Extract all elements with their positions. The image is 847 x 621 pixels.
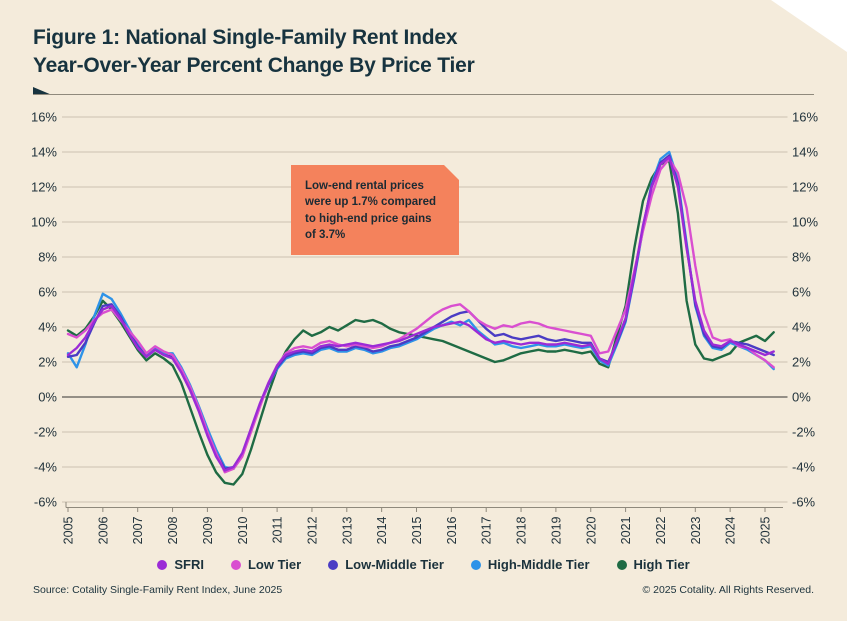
- legend-dot-icon: [328, 559, 339, 570]
- y-tick-label-left: 12%: [31, 180, 57, 195]
- y-tick-label-right: -2%: [792, 425, 816, 440]
- x-tick-label: 2012: [305, 516, 319, 544]
- annotation-callout: Low-end rental prices were up 1.7% compa…: [291, 165, 459, 255]
- x-tick-label: 2014: [375, 516, 389, 544]
- legend-label: High Tier: [633, 557, 690, 572]
- y-tick-label-right: 10%: [792, 215, 818, 230]
- legend-label: Low-Middle Tier: [345, 557, 444, 572]
- y-tick-label-right: -4%: [792, 460, 816, 475]
- x-tick-label: 2013: [340, 516, 354, 544]
- legend-dot-icon: [470, 559, 481, 570]
- x-tick-label: 2006: [96, 516, 110, 544]
- x-tick-label: 2011: [271, 516, 285, 543]
- x-tick-label: 2022: [654, 516, 668, 544]
- y-tick-label-right: 0%: [792, 390, 811, 405]
- legend-label: SFRI: [174, 557, 204, 572]
- annotation-callout-text: Low-end rental prices were up 1.7% compa…: [305, 180, 437, 241]
- legend-item-low-tier: Low Tier: [230, 557, 302, 572]
- x-tick-label: 2024: [724, 516, 738, 544]
- y-tick-label-right: 6%: [792, 285, 811, 300]
- figure-title: Figure 1: National Single-Family Rent In…: [33, 24, 475, 80]
- y-tick-label-left: 0%: [38, 390, 57, 405]
- x-tick-label: 2018: [515, 516, 529, 544]
- y-tick-label-right: -6%: [792, 495, 816, 510]
- series-line-low-tier: [66, 157, 775, 474]
- y-tick-label-left: -2%: [34, 425, 58, 440]
- y-tick-label-right: 2%: [792, 355, 811, 370]
- y-tick-label-right: 16%: [792, 110, 818, 125]
- title-divider: [33, 94, 814, 95]
- source-note: Source: Cotality Single-Family Rent Inde…: [33, 584, 283, 596]
- y-tick-label-left: 4%: [38, 320, 57, 335]
- x-tick-label: 2020: [584, 516, 598, 544]
- legend-item-high-tier: High Tier: [616, 557, 690, 572]
- y-tick-label-left: 8%: [38, 250, 57, 265]
- divider-flag-icon: [33, 87, 52, 95]
- y-tick-label-left: 6%: [38, 285, 57, 300]
- legend-dot-icon: [616, 559, 627, 570]
- y-tick-label-right: 4%: [792, 320, 811, 335]
- y-tick-label-left: 14%: [31, 145, 57, 160]
- y-tick-label-right: 8%: [792, 250, 811, 265]
- x-tick-label: 2019: [549, 516, 563, 544]
- y-tick-label-right: 14%: [792, 145, 818, 160]
- chart-legend: SFRI Low Tier Low-Middle Tier High-Middle T…: [0, 557, 847, 572]
- figure-title-line2: Year-Over-Year Percent Change By Price T…: [33, 54, 475, 77]
- y-tick-label-right: 12%: [792, 180, 818, 195]
- x-tick-label: 2009: [201, 516, 215, 544]
- corner-cut-decoration: [771, 0, 847, 52]
- legend-item-sfri: SFRI: [157, 557, 204, 572]
- y-tick-label-left: 16%: [31, 110, 57, 125]
- copyright-note: © 2025 Cotality. All Rights Reserved.: [642, 584, 814, 596]
- legend-dot-icon: [230, 559, 241, 570]
- x-tick-label: 2017: [480, 516, 494, 544]
- x-tick-label: 2016: [445, 516, 459, 544]
- x-tick-label: 2005: [62, 516, 76, 544]
- legend-item-low-middle-tier: Low-Middle Tier: [328, 557, 444, 572]
- y-tick-label-left: -4%: [34, 460, 58, 475]
- x-tick-label: 2025: [759, 516, 773, 544]
- x-tick-label: 2007: [131, 516, 145, 544]
- y-tick-label-left: 10%: [31, 215, 57, 230]
- legend-item-high-middle-tier: High-Middle Tier: [470, 557, 590, 572]
- x-tick-label: 2008: [166, 516, 180, 544]
- y-tick-label-left: -6%: [34, 495, 58, 510]
- legend-label: Low Tier: [247, 557, 302, 572]
- y-tick-label-left: 2%: [38, 355, 57, 370]
- legend-label: High-Middle Tier: [487, 557, 590, 572]
- figure-title-line1: Figure 1: National Single-Family Rent In…: [33, 26, 458, 49]
- x-tick-label: 2021: [619, 516, 633, 544]
- x-tick-label: 2010: [236, 516, 250, 544]
- x-tick-label: 2023: [689, 516, 703, 544]
- legend-dot-icon: [157, 559, 168, 570]
- x-tick-label: 2015: [410, 516, 424, 544]
- series-line-sfri: [66, 156, 775, 472]
